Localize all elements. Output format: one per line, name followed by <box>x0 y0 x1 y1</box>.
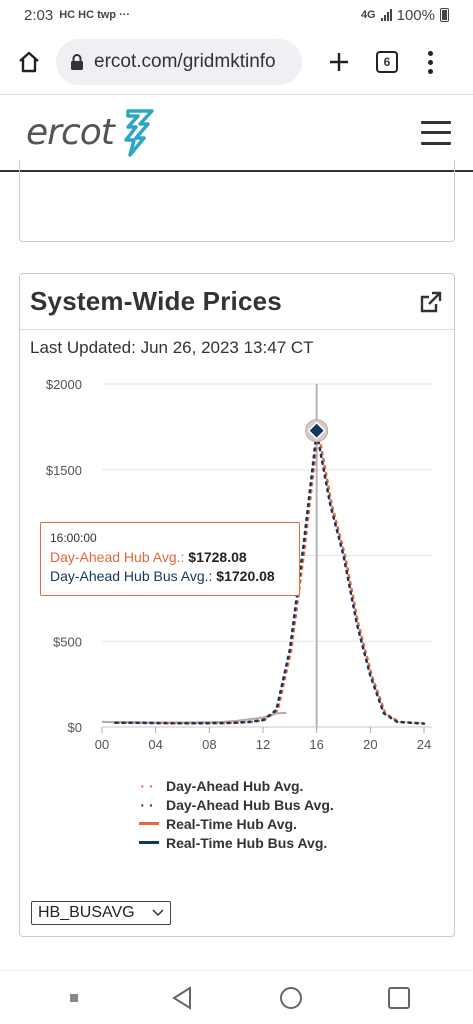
y-tick-label: $0 <box>68 720 82 735</box>
y-tick-label: $1500 <box>46 463 82 478</box>
chevron-down-icon <box>152 909 164 917</box>
tooltip-row2-label: Day-Ahead Hub Bus Avg.: <box>50 568 213 584</box>
hover-marker-diamond <box>307 421 326 440</box>
tooltip-time: 16:00:00 <box>50 531 97 545</box>
recents-icon <box>70 993 79 1002</box>
legend-label: Real-Time Hub Bus Avg. <box>166 834 328 851</box>
select-value: HB_BUSAVG <box>38 904 135 921</box>
status-time: 2:03 <box>24 6 54 24</box>
plus-icon <box>330 53 348 71</box>
tab-switcher-button[interactable]: 6 <box>376 51 398 73</box>
x-tick-label: 00 <box>95 737 109 752</box>
legend-label: Real-Time Hub Avg. <box>166 815 297 832</box>
overview-button[interactable] <box>379 978 419 1018</box>
square-icon <box>387 986 410 1009</box>
home-nav-button[interactable] <box>271 978 311 1018</box>
recent-apps-button[interactable] <box>54 978 94 1018</box>
y-tick-label: $500 <box>53 634 82 649</box>
home-icon <box>19 51 39 73</box>
lock-icon <box>71 54 83 70</box>
site-header: ercot <box>0 94 473 172</box>
more-menu-button[interactable] <box>420 47 440 77</box>
x-tick-label: 16 <box>309 737 323 752</box>
tooltip-row1-value: $1728.08 <box>188 549 247 565</box>
home-button[interactable] <box>14 47 44 77</box>
chart-tooltip: 16:00:00 Day-Ahead Hub Avg.: $1728.08 Da… <box>40 522 300 596</box>
card-header: System-Wide Prices <box>20 274 454 330</box>
hamburger-menu-icon[interactable] <box>421 120 451 145</box>
legend-item[interactable]: ·· Day-Ahead Hub Bus Avg. <box>140 796 334 813</box>
last-updated-text: Last Updated: Jun 26, 2023 13:47 CT <box>30 338 314 357</box>
x-tick-label: 04 <box>148 737 162 752</box>
back-button[interactable] <box>162 978 202 1018</box>
series-line-day-ahead-hub-bus-avg <box>114 431 426 725</box>
signal-icon <box>380 9 392 21</box>
address-bar[interactable]: ercot.com/gridmktinfo <box>56 39 302 85</box>
battery-percent: 100% <box>396 6 435 24</box>
legend-item[interactable]: Real-Time Hub Bus Avg. <box>138 833 334 852</box>
tooltip-row2-value: $1720.08 <box>216 568 275 584</box>
battery-icon <box>440 8 449 22</box>
network-type: 4G <box>360 9 376 21</box>
system-nav-bar <box>0 970 473 1024</box>
legend-item[interactable]: Real-Time Hub Avg. <box>138 814 334 833</box>
x-tick-label: 12 <box>256 737 270 752</box>
x-tick-label: 08 <box>202 737 216 752</box>
ercot-logo[interactable]: ercot <box>26 108 156 158</box>
legend-label: Day-Ahead Hub Bus Avg. <box>166 796 334 813</box>
system-wide-prices-card: System-Wide Prices Last Updated: Jun 26,… <box>19 273 455 937</box>
x-tick-label: 24 <box>417 737 431 752</box>
url-text: ercot.com/gridmktinfo <box>94 51 276 72</box>
card-title: System-Wide Prices <box>30 286 282 316</box>
hub-select-dropdown[interactable]: HB_BUSAVG <box>31 901 171 925</box>
chart-legend: ·· Day-Ahead Hub Avg. ·· Day-Ahead Hub B… <box>138 776 334 852</box>
status-bar: 2:03 HC HC twp ··· 4G 100% <box>0 0 473 30</box>
previous-card <box>19 160 455 242</box>
legend-label: Day-Ahead Hub Avg. <box>166 777 304 794</box>
x-tick-label: 20 <box>363 737 377 752</box>
tooltip-row1-label: Day-Ahead Hub Avg.: <box>50 549 185 565</box>
y-tick-label: $2000 <box>46 377 82 392</box>
notification-icons: HC HC twp ··· <box>59 9 131 21</box>
lightning-logo-icon <box>124 108 154 157</box>
series-line-day-ahead-hub-avg <box>115 430 427 725</box>
back-icon <box>172 985 192 1010</box>
external-link-icon[interactable] <box>418 289 444 315</box>
legend-item[interactable]: ·· Day-Ahead Hub Avg. <box>140 777 304 794</box>
browser-toolbar: ercot.com/gridmktinfo 6 <box>0 34 473 90</box>
home-circle-icon <box>279 986 302 1009</box>
new-tab-button[interactable] <box>324 47 354 77</box>
